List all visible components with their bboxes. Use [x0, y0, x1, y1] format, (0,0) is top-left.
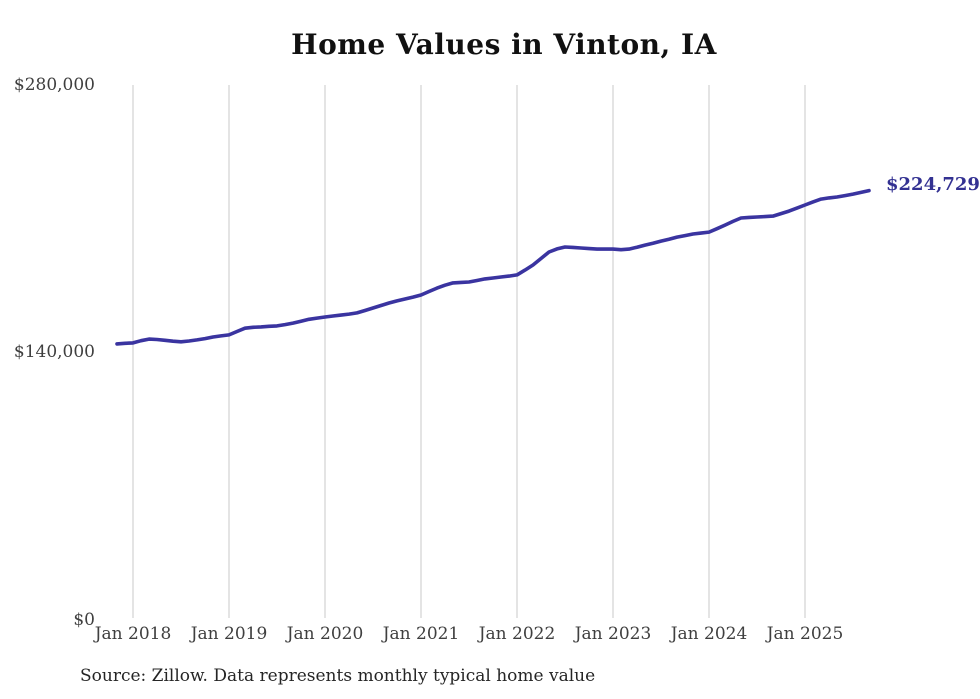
home-value-line	[115, 188, 871, 346]
y-axis-tick-140000: $140,000	[13, 342, 95, 362]
x-axis-tick-jan-2024: Jan 2024	[670, 624, 748, 644]
y-axis-tick-0: $0	[73, 610, 95, 630]
y-axis-tick-280000: $280,000	[13, 75, 95, 95]
x-axis-tick-jan-2025: Jan 2025	[766, 624, 844, 644]
x-axis-tick-jan-2020: Jan 2020	[286, 624, 364, 644]
x-axis-tick-jan-2021: Jan 2021	[382, 624, 460, 644]
latest-value-label: $224,729	[886, 174, 980, 195]
x-axis-tick-jan-2018: Jan 2018	[94, 624, 172, 644]
x-axis-tick-jan-2019: Jan 2019	[190, 624, 268, 644]
source-note: Source: Zillow. Data represents monthly …	[80, 666, 596, 686]
x-axis-tick-jan-2023: Jan 2023	[574, 624, 652, 644]
chart-title: Home Values in Vinton, IA	[291, 28, 717, 61]
x-axis-tick-jan-2022: Jan 2022	[478, 624, 556, 644]
